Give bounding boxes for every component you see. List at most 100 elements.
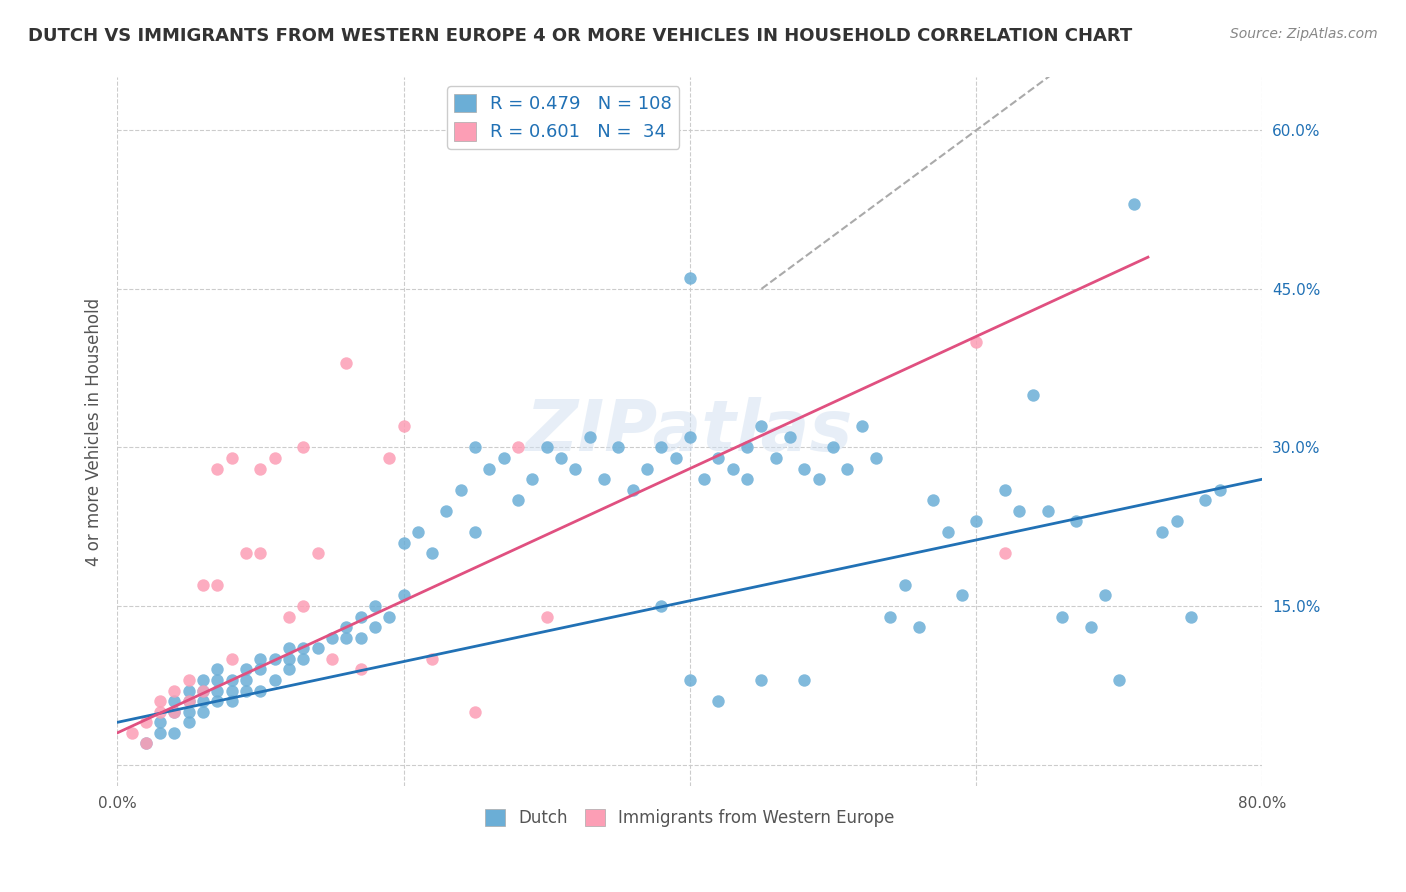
Point [149,715,172,730]
Point [235,546,257,560]
Point [335,631,357,645]
Point [207,694,229,708]
Point [908,620,931,634]
Point [392,535,415,549]
Point [765,451,787,466]
Point [378,451,401,466]
Point [191,683,214,698]
Point [135,715,157,730]
Point [149,705,172,719]
Point [879,609,901,624]
Point [235,683,257,698]
Point [207,683,229,698]
Point [349,663,371,677]
Point [149,726,172,740]
Point [307,546,329,560]
Point [707,451,730,466]
Point [392,419,415,434]
Point [321,652,343,666]
Text: Source: ZipAtlas.com: Source: ZipAtlas.com [1230,27,1378,41]
Point [135,737,157,751]
Point [292,641,315,656]
Point [450,483,472,497]
Point [420,546,443,560]
Point [721,461,744,475]
Point [364,599,387,613]
Point [807,472,830,486]
Point [207,461,229,475]
Point [249,461,271,475]
Point [478,461,501,475]
Point [793,673,815,687]
Point [249,546,271,560]
Point [263,673,285,687]
Point [207,673,229,687]
Point [851,419,873,434]
Point [550,451,572,466]
Point [163,705,186,719]
Point [950,589,973,603]
Point [994,546,1017,560]
Point [163,705,186,719]
Point [221,694,243,708]
Point [335,620,357,634]
Point [707,694,730,708]
Point [278,641,301,656]
Point [207,663,229,677]
Point [292,652,315,666]
Point [278,652,301,666]
Point [135,737,157,751]
Point [1094,589,1116,603]
Point [994,483,1017,497]
Point [1208,483,1230,497]
Point [235,663,257,677]
Point [263,451,285,466]
Point [1180,609,1202,624]
Point [249,652,271,666]
Point [163,726,186,740]
Point [506,493,529,508]
Point [149,694,172,708]
Point [364,620,387,634]
Point [679,430,702,444]
Point [191,694,214,708]
Point [177,715,200,730]
Point [751,673,773,687]
Point [191,578,214,592]
Point [965,334,987,349]
Point [163,694,186,708]
Point [893,578,915,592]
Point [1066,515,1088,529]
Point [191,673,214,687]
Point [191,705,214,719]
Point [779,430,801,444]
Y-axis label: 4 or more Vehicles in Household: 4 or more Vehicles in Household [86,298,103,566]
Point [965,515,987,529]
Point [221,673,243,687]
Point [506,441,529,455]
Point [936,524,959,539]
Point [664,451,686,466]
Point [321,631,343,645]
Point [564,461,586,475]
Point [650,599,672,613]
Point [177,705,200,719]
Point [249,663,271,677]
Point [177,673,200,687]
Point [522,472,544,486]
Point [464,705,486,719]
Point [177,694,200,708]
Point [1166,515,1188,529]
Point [464,524,486,539]
Point [679,673,702,687]
Point [1036,504,1059,518]
Point [263,652,285,666]
Point [593,472,616,486]
Point [191,683,214,698]
Point [735,441,758,455]
Text: DUTCH VS IMMIGRANTS FROM WESTERN EUROPE 4 OR MORE VEHICLES IN HOUSEHOLD CORRELAT: DUTCH VS IMMIGRANTS FROM WESTERN EUROPE … [28,27,1132,45]
Point [292,599,315,613]
Point [492,451,515,466]
Point [349,609,371,624]
Text: ZIPatlas: ZIPatlas [526,397,853,467]
